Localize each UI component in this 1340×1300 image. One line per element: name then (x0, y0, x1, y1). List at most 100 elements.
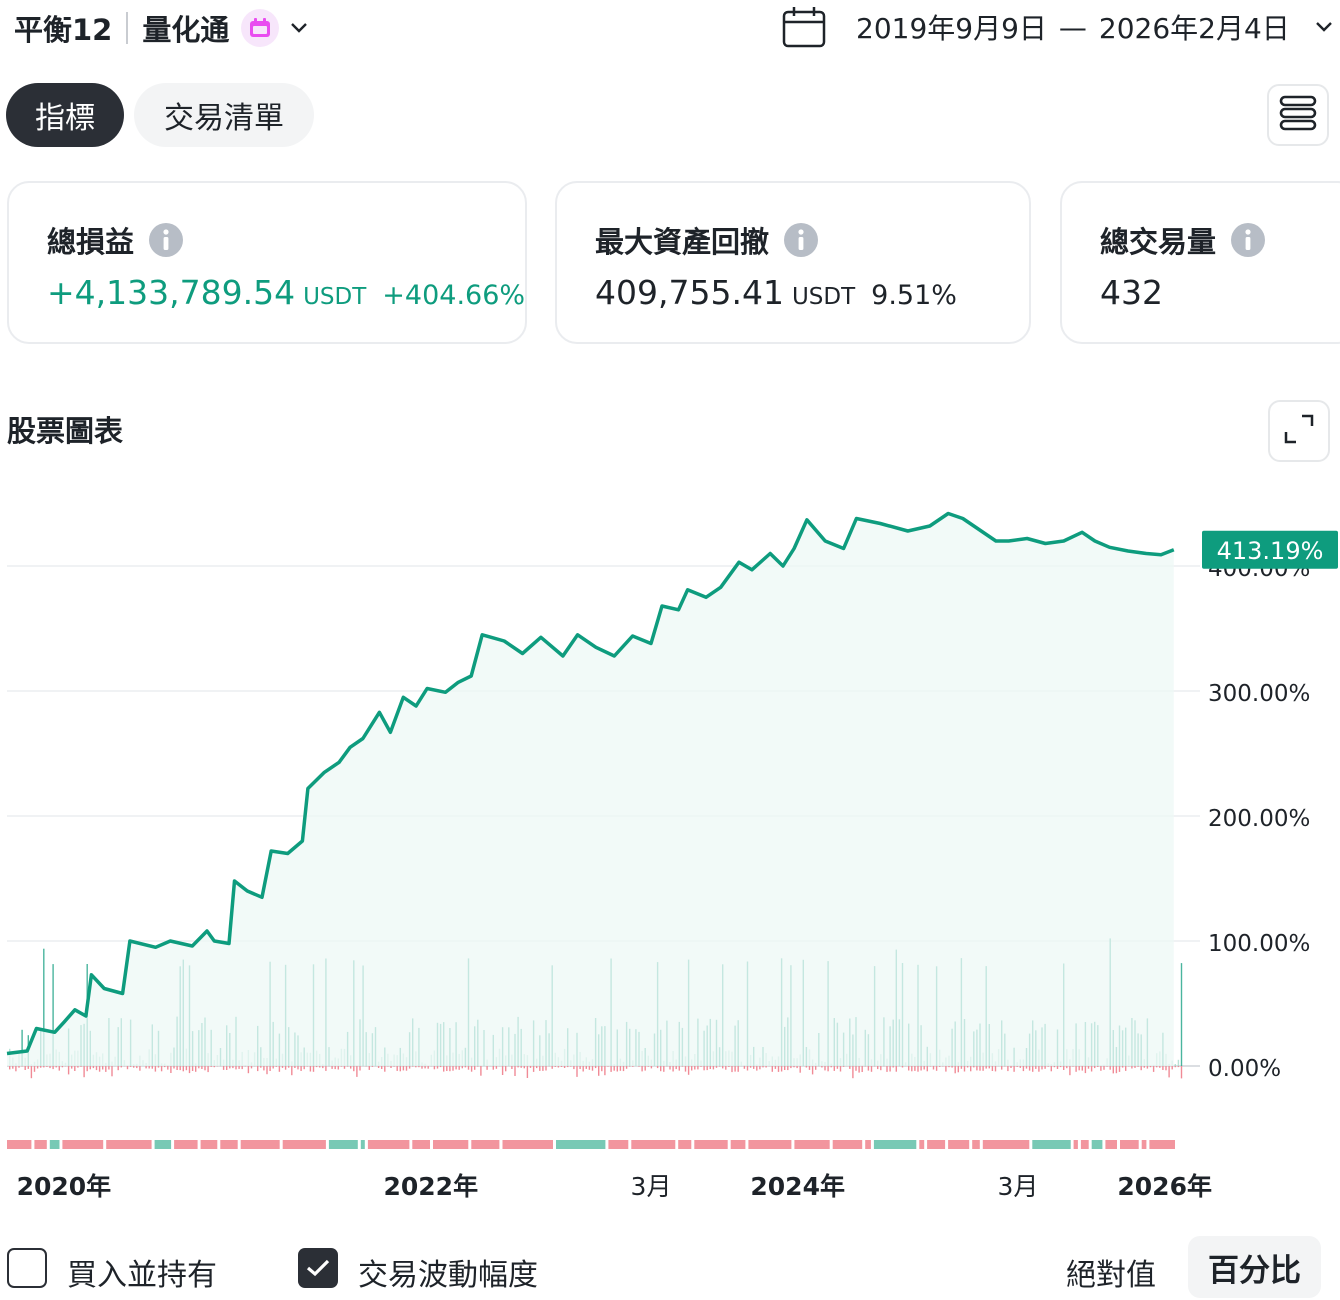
volatility-bar-negative (173, 1066, 175, 1069)
volatility-bar-negative (966, 1066, 969, 1068)
volatility-bar-negative (30, 1066, 33, 1079)
buy-hold-checkbox[interactable] (7, 1248, 47, 1288)
volatility-bar-negative (89, 1066, 91, 1070)
trade-strip-segment (240, 1140, 280, 1149)
volatility-bar-negative (591, 1066, 594, 1071)
volatility-bar-negative (991, 1066, 994, 1071)
volatility-bar-negative (604, 1066, 606, 1076)
volatility-bar-negative (247, 1066, 250, 1074)
volatility-bar-negative (796, 1066, 798, 1069)
toggle-absolute[interactable]: 絕對值 (1066, 1258, 1156, 1293)
volatility-bar-negative (1059, 1066, 1062, 1068)
volatility-bar-negative (811, 1066, 814, 1075)
volatility-bar-negative (52, 1066, 54, 1070)
volatility-bar-negative (1168, 1066, 1170, 1078)
info-icon[interactable] (783, 222, 819, 258)
volatility-bar-negative (1146, 1066, 1149, 1069)
chevron-down-icon[interactable] (1314, 20, 1334, 34)
volatility-bar-negative (836, 1066, 839, 1069)
info-icon[interactable] (148, 222, 184, 258)
trade-strip-segment (1120, 1140, 1139, 1149)
trade-strip-segment (220, 1140, 238, 1149)
volatility-bar-negative (669, 1066, 671, 1070)
card-title: 最大資產回撤 (595, 225, 770, 259)
volatility-bar-negative (480, 1066, 482, 1076)
volatility-bar-negative (877, 1066, 879, 1070)
volatility-bar-negative (988, 1066, 990, 1069)
volatility-bar-negative (98, 1066, 101, 1072)
volatility-bar-negative (545, 1066, 547, 1071)
volatility-bar-negative (222, 1066, 225, 1070)
trade-strip-segment (1080, 1140, 1089, 1149)
volatility-bar-negative (746, 1066, 749, 1071)
trade-strip-segment (282, 1140, 326, 1149)
volatility-bar-negative (656, 1066, 659, 1069)
volatility-bar-negative (957, 1066, 959, 1073)
volatility-bar-negative (257, 1066, 259, 1072)
volatility-bar-negative (901, 1066, 904, 1068)
tab-metrics[interactable]: 指標 (6, 83, 124, 147)
volatility-bar-negative (970, 1066, 972, 1072)
tab-bar: 指標 交易清單 (6, 83, 314, 147)
volatility-bar-negative (718, 1066, 721, 1067)
list-menu-button[interactable] (1267, 84, 1329, 146)
volatility-bar-negative (399, 1066, 401, 1072)
volatility-bar-negative (613, 1066, 615, 1071)
date-range-picker[interactable]: 2019年9月9日 — 2026年2月4日 (782, 4, 1334, 50)
volatility-bar-negative (712, 1066, 715, 1070)
chevron-down-icon[interactable] (289, 21, 309, 35)
volatility-bar-negative (1041, 1066, 1043, 1070)
volatility-bar-negative (573, 1066, 575, 1070)
volatility-bar-negative (80, 1066, 82, 1067)
fullscreen-button[interactable] (1268, 400, 1330, 462)
trade-vol-label: 交易波動幅度 (358, 1258, 538, 1293)
volatility-bar-negative (188, 1066, 191, 1074)
trade-strip-segment (502, 1140, 553, 1149)
volatility-bar-negative (594, 1066, 597, 1069)
volatility-bar-negative (610, 1066, 612, 1072)
volatility-bar-negative (24, 1066, 26, 1070)
strategy-selector[interactable]: 平衡12 量化通 (14, 6, 309, 50)
volatility-bar-negative (858, 1066, 860, 1073)
card-percent: +404.66% (382, 280, 526, 311)
trade-strip-segment (154, 1140, 172, 1149)
volatility-bar-negative (83, 1066, 85, 1078)
card-max-drawdown: 最大資產回撤 409,755.41 USDT 9.51% (555, 181, 1031, 344)
trade-strip-segment (948, 1140, 970, 1149)
volatility-bar-negative (433, 1066, 436, 1070)
volatility-bar-negative (492, 1066, 494, 1070)
volatility-bar-negative (960, 1066, 963, 1069)
volatility-bar-negative (402, 1066, 405, 1071)
info-icon[interactable] (1230, 222, 1266, 258)
volatility-bar-negative (102, 1066, 104, 1070)
volatility-bar-negative (539, 1066, 541, 1071)
volatility-bar-negative (629, 1066, 631, 1067)
volatility-bar-negative (588, 1066, 591, 1070)
equity-chart[interactable]: 0.00%100.00%200.00%300.00%400.00%413.19%… (0, 470, 1340, 1220)
x-tick-label: 2024年 (750, 1172, 845, 1201)
card-percent: 9.51% (871, 280, 957, 311)
volatility-bar-negative (774, 1066, 777, 1069)
volatility-bar-negative (86, 1066, 88, 1072)
volatility-bar-negative (1134, 1066, 1136, 1068)
volatility-bar-negative (368, 1066, 370, 1070)
volatility-bar-negative (424, 1066, 426, 1069)
volatility-bar-negative (238, 1066, 240, 1069)
volatility-bar-negative (1109, 1066, 1111, 1070)
volatility-bar-negative (381, 1066, 383, 1069)
volatility-bar-negative (833, 1066, 835, 1071)
volatility-bar-negative (306, 1066, 308, 1067)
trade-vol-checkbox[interactable] (298, 1248, 338, 1288)
tab-trade-list[interactable]: 交易清單 (134, 83, 314, 147)
volatility-bar-negative (1069, 1066, 1071, 1076)
volatility-bar-negative (1156, 1066, 1158, 1068)
volatility-bar-negative (582, 1066, 584, 1072)
volatility-bar-negative (145, 1066, 147, 1069)
trade-strip-segment (1141, 1140, 1147, 1149)
toggle-percent[interactable]: 百分比 (1188, 1236, 1321, 1298)
date-end: 2026年2月4日 (1098, 12, 1290, 45)
volatility-bar-negative (647, 1066, 649, 1067)
volatility-bar-negative (325, 1066, 327, 1071)
volatility-bar-negative (911, 1066, 913, 1072)
volatility-bar-negative (815, 1066, 817, 1070)
